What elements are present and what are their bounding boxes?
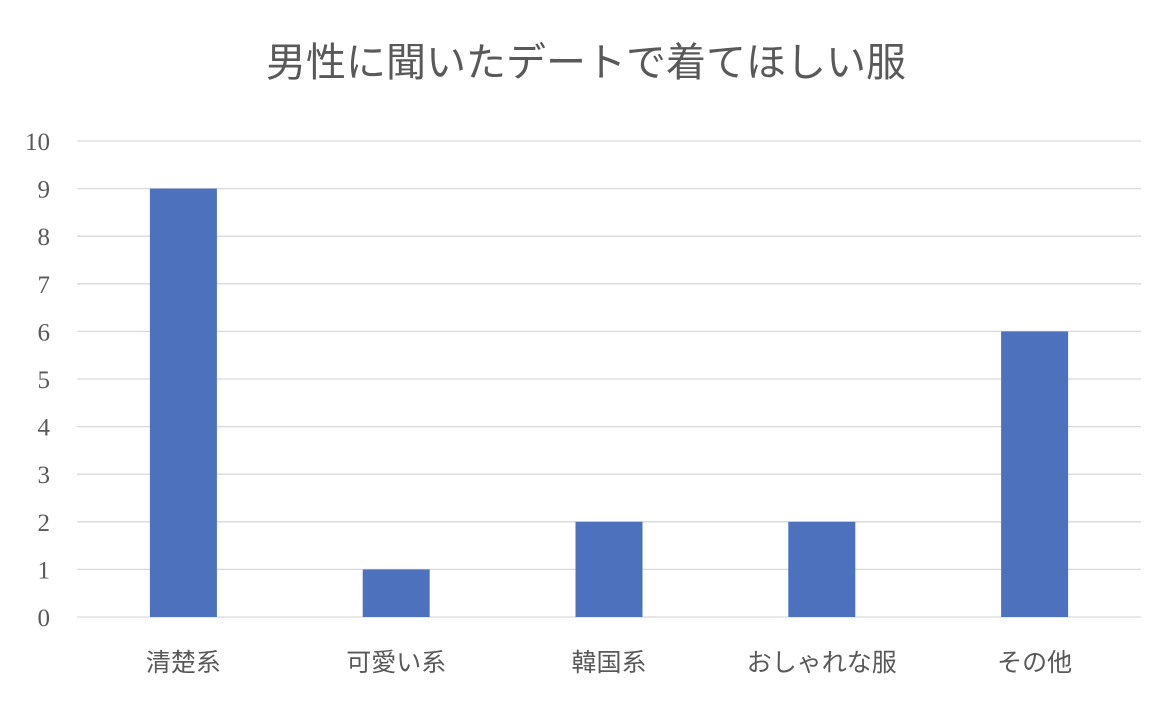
y-tick-label: 7 xyxy=(38,272,51,299)
x-tick-label: その他 xyxy=(997,648,1072,677)
y-tick-label: 3 xyxy=(38,462,51,489)
y-tick-label: 1 xyxy=(38,557,51,584)
y-tick-label: 6 xyxy=(38,319,51,346)
y-tick-label: 10 xyxy=(25,129,50,156)
y-tick-label: 2 xyxy=(38,510,51,537)
bar xyxy=(149,188,217,617)
bar xyxy=(788,521,856,617)
gridlines xyxy=(77,140,1141,618)
y-tick-label: 5 xyxy=(38,367,51,394)
x-tick-label: おしゃれな服 xyxy=(747,648,897,677)
x-tick-label: 韓国系 xyxy=(571,648,646,677)
bars xyxy=(149,188,1069,617)
bar xyxy=(1001,331,1069,617)
bar xyxy=(575,521,643,617)
x-tick-label: 清楚系 xyxy=(146,648,221,677)
y-tick-label: 0 xyxy=(38,605,51,632)
chart-title: 男性に聞いたデートで着てほしい服 xyxy=(266,40,906,86)
y-axis-ticks: 0 1 2 3 4 5 6 7 8 9 10 xyxy=(25,129,51,632)
y-tick-label: 9 xyxy=(38,177,51,204)
bar xyxy=(362,569,430,617)
y-tick-label: 8 xyxy=(38,224,51,251)
x-tick-label: 可愛い系 xyxy=(346,648,446,677)
x-axis-ticks: 清楚系 可愛い系 韓国系 おしゃれな服 その他 xyxy=(146,648,1072,677)
y-tick-label: 4 xyxy=(38,415,51,442)
